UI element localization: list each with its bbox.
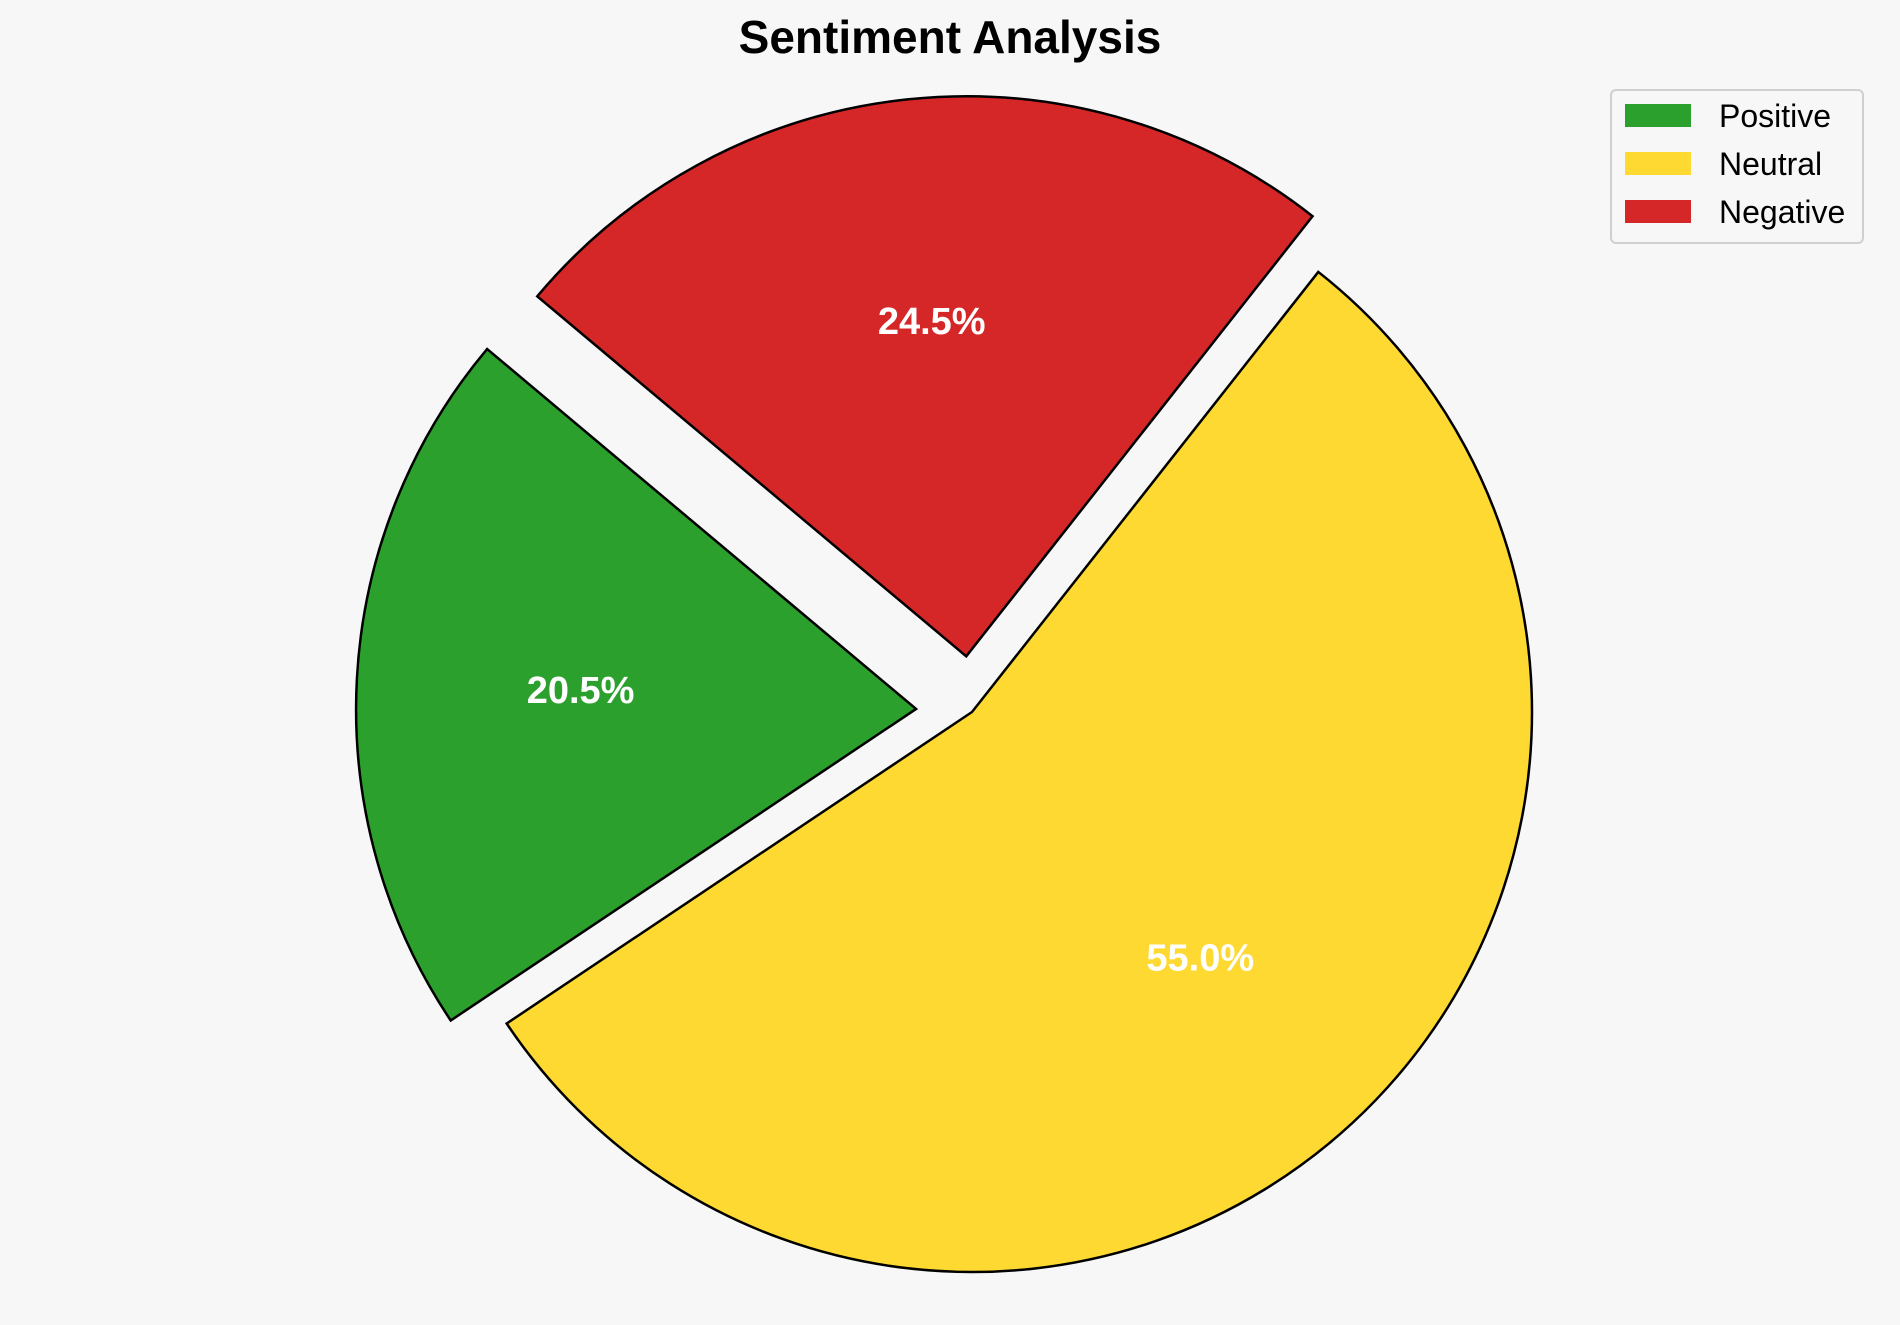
legend-label-positive: Positive (1719, 98, 1831, 134)
chart-title: Sentiment Analysis (739, 11, 1162, 63)
legend-swatch-positive (1625, 104, 1691, 127)
slice-label-neutral: 55.0% (1146, 938, 1254, 980)
slice-label-positive: 20.5% (527, 670, 635, 712)
pie-slice-positive (354, 347, 919, 1023)
legend-label-neutral: Neutral (1719, 146, 1822, 182)
legend-swatch-negative (1625, 200, 1691, 223)
legend-label-negative: Negative (1719, 194, 1845, 230)
pie-slice-neutral (504, 270, 1534, 1274)
pie-slice-labels: 20.5% 55.0% 24.5% (527, 301, 1254, 979)
legend: Positive Neutral Negative (1610, 89, 1864, 244)
legend-swatch-neutral (1625, 152, 1691, 175)
pie-slice-negative (535, 95, 1315, 659)
pie-slices (354, 95, 1534, 1274)
slice-label-negative: 24.5% (878, 301, 986, 343)
